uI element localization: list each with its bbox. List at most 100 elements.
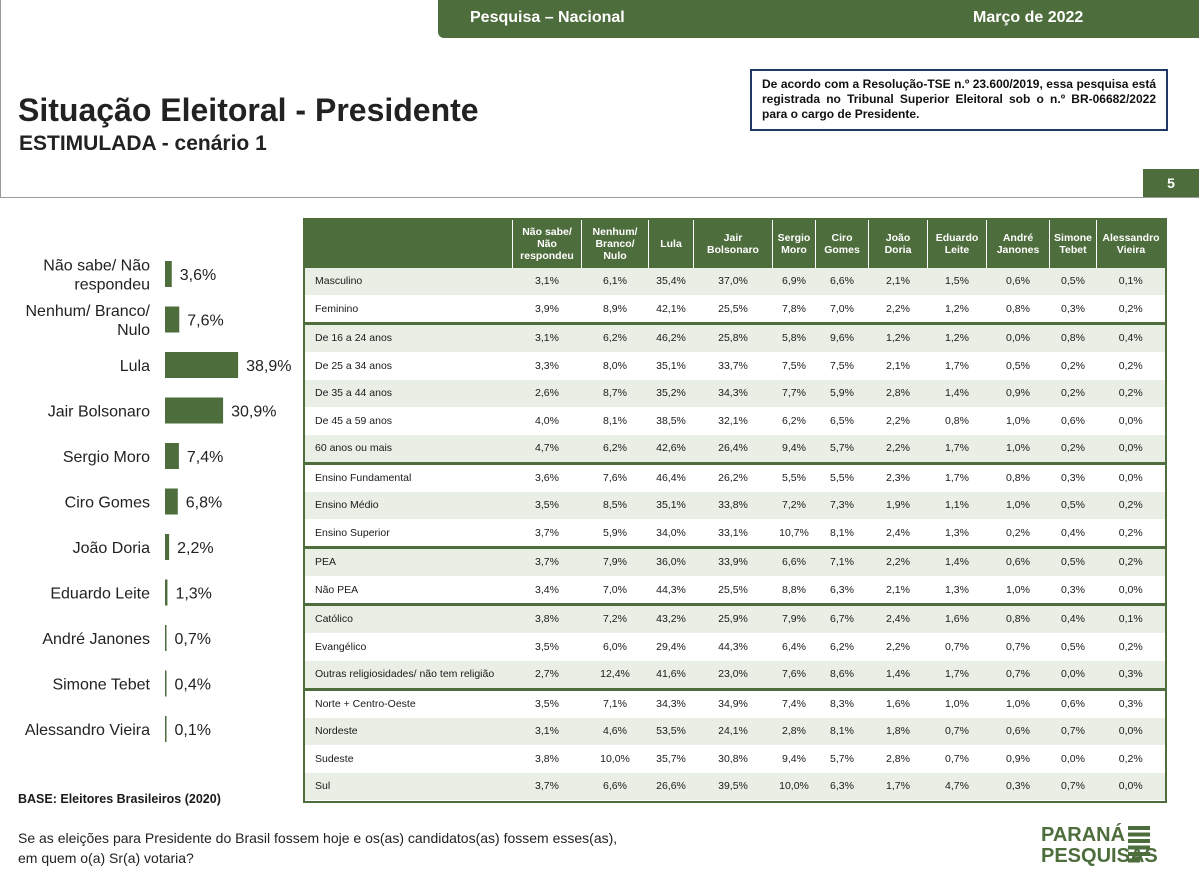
table-row: De 16 a 24 anos 3,1% 6,2% 46,2% 25,8% 5,8% 9,6… (305, 322, 1165, 353)
tse-registration-notice: De acordo com a Resolução-TSE n.º 23.600… (750, 69, 1168, 131)
table-cell: 34,9% (693, 687, 773, 718)
table-cell: 2,2% (868, 434, 928, 464)
table-cell: 9,4% (772, 745, 816, 773)
bar-category-label-line: respondeu (74, 277, 150, 294)
table-cell: 1,6% (868, 687, 928, 718)
table-cell: 6,2% (815, 633, 869, 661)
table-cell: 0,5% (1049, 268, 1097, 296)
table-row: De 45 a 59 anos 4,0% 8,1% 38,5% 32,1% 6,2% 6,5… (305, 407, 1165, 435)
logo-stripe (1128, 858, 1140, 863)
table-column-header: Lula (648, 220, 694, 268)
table-cell: 42,1% (648, 295, 694, 324)
survey-question-line-1: Se as eleições para Presidente do Brasil… (18, 830, 618, 846)
bar-mark (165, 261, 172, 287)
table-row: Ensino Superior 3,7% 5,9% 34,0% 33,1% 10,7% 8,… (305, 519, 1165, 548)
table-cell: 0,7% (927, 633, 987, 661)
table-cell: 2,2% (868, 546, 928, 577)
bar-mark (165, 625, 167, 651)
vote-intention-bar-chart: Não sabe/ Não respondeu 3,6% Nenhum/ Branco… (25, 258, 292, 742)
table-cell: 0,8% (986, 295, 1050, 324)
table-cell: 6,9% (772, 268, 816, 296)
table-row-label: Sul (305, 772, 513, 801)
table-cell: 30,8% (693, 745, 773, 773)
crosstab-table: Não sabe/Não respondeu Nenhum/Branco/Nulo L… (305, 220, 1165, 801)
table-row: Feminino 3,9% 8,9% 42,1% 25,5% 7,8% 7,0% 2,2% 1,… (305, 295, 1165, 324)
table-row-label: Católico (305, 603, 513, 634)
table-row-label: PEA (305, 546, 513, 577)
crosstab-table-container: Não sabe/Não respondeu Nenhum/Branco/Nulo L… (303, 218, 1167, 803)
table-cell: 1,9% (868, 491, 928, 520)
table-cell: 2,1% (868, 268, 928, 296)
bar-value-label: 3,6% (180, 267, 216, 284)
table-cell: 0,2% (1049, 434, 1097, 464)
table-cell: 0,4% (1049, 603, 1097, 634)
frame-divider-line (0, 197, 1199, 198)
table-cell: 9,6% (815, 322, 869, 353)
bar-value-label: 7,6% (187, 313, 223, 330)
table-cell: 35,7% (648, 745, 694, 773)
table-cell: 37,0% (693, 268, 773, 296)
table-cell: 2,8% (772, 717, 816, 746)
table-cell: 0,8% (1049, 322, 1097, 353)
bar-category-label-line: Jair Bolsonaro (48, 404, 150, 421)
table-cell: 0,9% (986, 379, 1050, 408)
table-cell: 0,5% (1049, 491, 1097, 520)
table-cell: 6,6% (772, 546, 816, 577)
table-cell: 35,1% (648, 352, 694, 380)
table-cell: 0,2% (1096, 491, 1165, 520)
header-survey-label: Pesquisa – Nacional (470, 9, 625, 26)
table-cell: 0,4% (1096, 322, 1165, 353)
table-cell: 6,4% (772, 633, 816, 661)
logo-stripes-icon (1128, 826, 1150, 863)
table-cell: 7,1% (815, 546, 869, 577)
table-cell: 4,7% (927, 772, 987, 801)
table-row-label: Masculino (305, 268, 513, 296)
bar-category-label-line: Nenhum/ Branco/ (25, 303, 150, 320)
table-column-header: Não sabe/Não respondeu (512, 220, 582, 268)
bar-category-label-line: Sergio Moro (63, 449, 150, 466)
table-cell: 25,5% (693, 576, 773, 605)
table-cell: 0,2% (1096, 633, 1165, 661)
table-cell: 33,7% (693, 352, 773, 380)
table-cell: 2,1% (868, 352, 928, 380)
table-cell: 42,6% (648, 434, 694, 464)
table-cell: 35,2% (648, 379, 694, 408)
table-cell: 0,6% (1049, 687, 1097, 718)
table-cell: 3,6% (512, 461, 582, 492)
table-cell: 1,5% (927, 268, 987, 296)
table-cell: 0,3% (1049, 461, 1097, 492)
table-cell: 24,1% (693, 717, 773, 746)
table-cell: 3,5% (512, 687, 582, 718)
table-cell: 0,1% (1096, 268, 1165, 296)
table-cell: 1,4% (927, 379, 987, 408)
table-cell: 0,9% (986, 745, 1050, 773)
bar-value-label: 30,9% (231, 404, 276, 421)
table-cell: 0,3% (1096, 687, 1165, 718)
table-row-label: Ensino Médio (305, 491, 513, 520)
table-row: Católico 3,8% 7,2% 43,2% 25,9% 7,9% 6,7% 2,4% 1,… (305, 603, 1165, 634)
table-cell: 10,0% (581, 745, 649, 773)
table-cell: 1,2% (868, 322, 928, 353)
table-row-label: De 35 a 44 anos (305, 379, 513, 408)
table-cell: 0,7% (986, 660, 1050, 690)
table-cell: 2,7% (512, 660, 582, 690)
table-cell: 0,8% (986, 603, 1050, 634)
table-cell: 0,0% (1096, 576, 1165, 605)
table-cell: 32,1% (693, 407, 773, 435)
table-cell: 34,0% (648, 519, 694, 548)
table-cell: 5,7% (815, 434, 869, 464)
table-row: 60 anos ou mais 4,7% 6,2% 42,6% 26,4% 9,4% 5,7… (305, 434, 1165, 464)
table-cell: 5,9% (581, 519, 649, 548)
table-cell: 0,4% (1049, 519, 1097, 548)
table-cell: 7,0% (581, 576, 649, 605)
table-cell: 1,8% (868, 717, 928, 746)
logo-stripe (1128, 839, 1150, 843)
table-cell: 1,4% (868, 660, 928, 690)
table-cell: 29,4% (648, 633, 694, 661)
table-row-label: De 25 a 34 anos (305, 352, 513, 380)
table-cell: 8,1% (815, 519, 869, 548)
table-header-row: Não sabe/Não respondeu Nenhum/Branco/Nulo L… (305, 220, 1165, 268)
logo-stripe (1128, 826, 1150, 830)
table-row-label: Ensino Fundamental (305, 461, 513, 492)
table-cell: 1,7% (927, 352, 987, 380)
